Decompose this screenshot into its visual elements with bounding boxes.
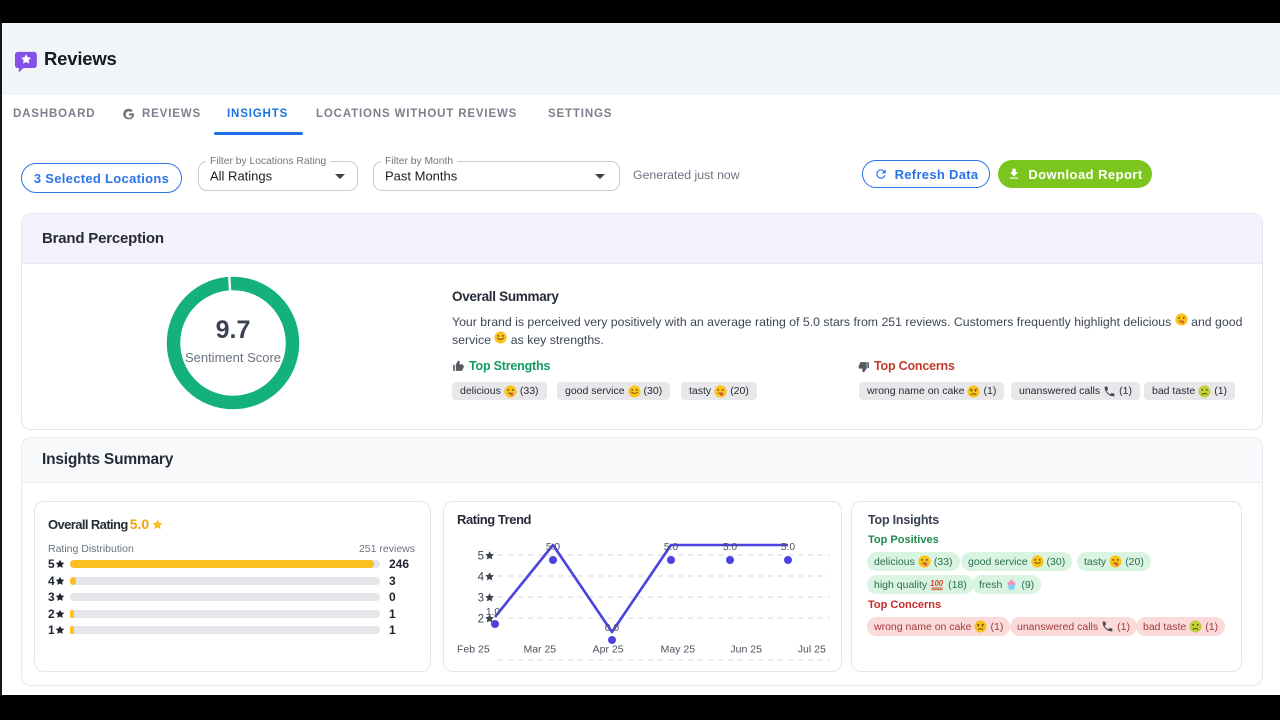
svg-text:5.0: 5.0: [664, 542, 679, 553]
svg-text:1.0: 1.0: [486, 607, 501, 618]
svg-text:5.0: 5.0: [723, 542, 738, 553]
svg-text:100: 100: [930, 579, 944, 588]
svg-text:Jul 25: Jul 25: [798, 644, 826, 656]
svg-text:3: 3: [478, 593, 484, 605]
svg-text:5.0: 5.0: [546, 542, 561, 553]
svg-text:5.0: 5.0: [781, 542, 796, 553]
svg-text:2: 2: [478, 614, 484, 626]
svg-text:0.0: 0.0: [605, 623, 620, 634]
svg-text:Mar 25: Mar 25: [523, 644, 556, 656]
svg-text:Apr 25: Apr 25: [593, 644, 624, 656]
svg-text:Jun 25: Jun 25: [730, 644, 762, 656]
svg-text:May 25: May 25: [661, 644, 696, 656]
svg-text:4: 4: [478, 572, 485, 584]
svg-text:Feb 25: Feb 25: [457, 644, 490, 656]
svg-text:5: 5: [478, 551, 484, 563]
